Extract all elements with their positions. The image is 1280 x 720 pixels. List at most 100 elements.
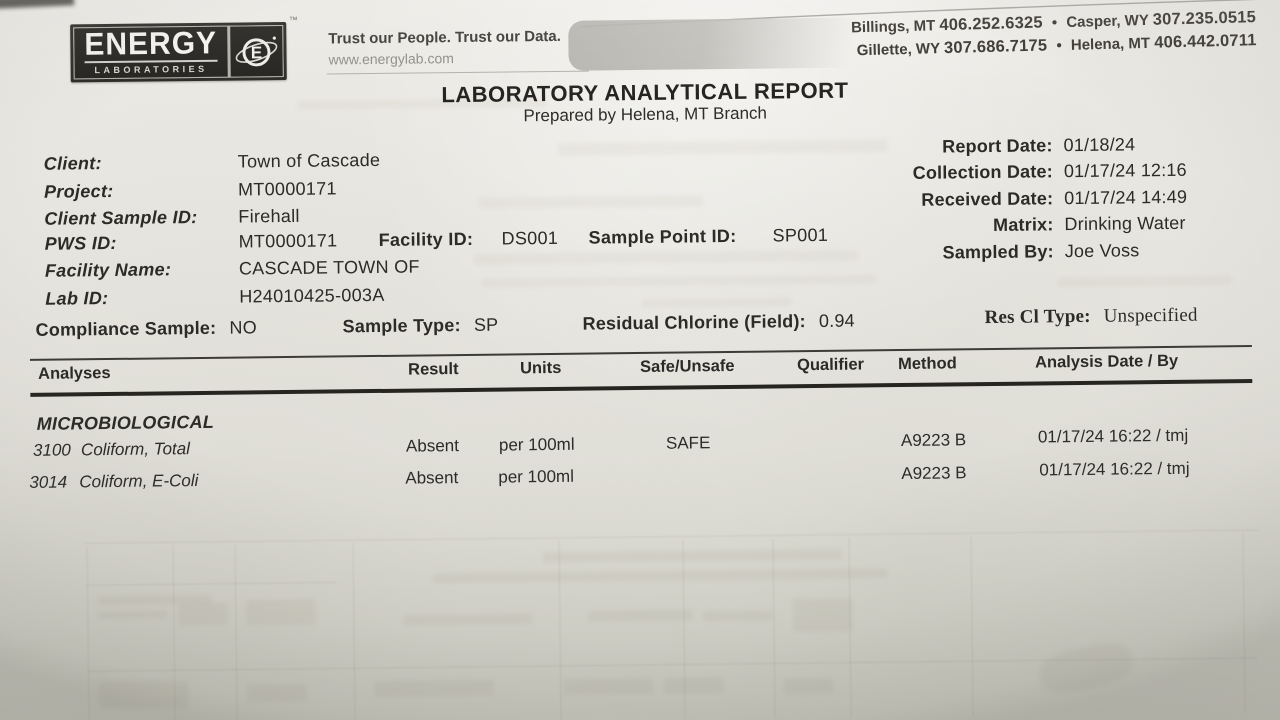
info-row-lab-id: Lab ID: H24010425-003A xyxy=(45,285,385,311)
ghost-mark xyxy=(246,683,307,703)
column-header-analysis-date-by: Analysis Date / By xyxy=(1034,351,1179,372)
office-phone: 307.235.0515 xyxy=(1152,8,1257,29)
safe-unsafe-value: SAFE xyxy=(665,433,711,453)
info-value: DS001 xyxy=(501,227,559,249)
bullet-separator: • xyxy=(1051,14,1058,32)
res-cl-type-field: Res Cl Type: Unspecified xyxy=(984,305,1197,329)
analysis-name: Coliform, E-Coli xyxy=(79,471,199,492)
ghost-table-line xyxy=(86,581,337,586)
units-value: per 100ml xyxy=(498,466,575,487)
info-label: Sample Point ID: xyxy=(588,225,737,248)
ghost-table-line xyxy=(772,538,777,719)
ghost-mark xyxy=(587,609,693,622)
column-header-safe-unsafe: Safe/Unsafe xyxy=(639,356,735,376)
info-label: Received Date: xyxy=(921,188,1054,210)
info-value: Joe Voss xyxy=(1064,239,1140,261)
info-value: 0.94 xyxy=(818,310,855,331)
info-value: Unspecified xyxy=(1103,304,1198,327)
info-value: Drinking Water xyxy=(1064,212,1186,235)
ghost-table-line xyxy=(84,528,1259,545)
ghost-handwriting xyxy=(1035,637,1137,699)
column-header-analyses: Analyses xyxy=(38,364,111,383)
ghost-mark xyxy=(98,680,189,710)
header-gray-band xyxy=(568,17,874,71)
info-value: Town of Cascade xyxy=(237,149,381,172)
ghost-mark xyxy=(702,610,773,622)
header-underline xyxy=(326,70,589,75)
sample-type-field: Sample Type: SP xyxy=(342,315,498,338)
info-label: Client: xyxy=(43,153,102,174)
column-header-method: Method xyxy=(897,354,957,374)
ghost-mark xyxy=(1057,275,1233,288)
info-row-facility-name: Facility Name: CASCADE TOWN OF xyxy=(44,256,420,282)
ghost-table-line xyxy=(970,536,975,717)
info-label: Residual Chlorine (Field): xyxy=(582,311,806,334)
ghost-mark xyxy=(478,195,704,209)
logo-secondary-text: LABORATORIES xyxy=(84,59,218,76)
ghost-table-line xyxy=(86,546,91,720)
company-tagline: Trust our People. Trust our Data. xyxy=(328,27,561,48)
method-value: A9223 B xyxy=(901,463,967,484)
info-row-sampled-by: Sampled By: Joe Voss xyxy=(757,239,1229,271)
info-row-client-sample-id: Client Sample ID: Firehall xyxy=(44,206,300,231)
info-label: Res Cl Type: xyxy=(984,305,1091,329)
trademark-symbol: ™ xyxy=(288,14,298,25)
info-label: Client Sample ID: xyxy=(44,207,198,229)
office-phone-list: Billings, MT 406.252.6325 • Casper, WY 3… xyxy=(851,6,1257,62)
info-row-pws-id: PWS ID: MT0000171 Facility ID: DS001 Sam… xyxy=(44,225,829,256)
ghost-mark xyxy=(783,677,834,695)
table-header-rule xyxy=(30,379,1253,397)
info-value: SP xyxy=(473,314,499,335)
info-label: Facility Name: xyxy=(44,259,172,281)
logo-frame: ENERGY LABORATORIES E xyxy=(73,25,284,80)
ghost-table-line xyxy=(558,540,563,720)
ghost-mark xyxy=(177,602,228,626)
analysis-code: 3100 xyxy=(32,440,71,460)
office-city: Casper, WY xyxy=(1066,11,1149,31)
info-value: 01/18/24 xyxy=(1063,134,1136,156)
info-value: 01/17/24 12:16 xyxy=(1063,160,1187,182)
method-value: A9223 B xyxy=(900,430,967,451)
office-city: Helena, MT xyxy=(1070,34,1151,54)
info-row-project: Project: MT0000171 xyxy=(43,178,337,204)
ghost-mark xyxy=(373,679,494,698)
ghost-table-line xyxy=(352,543,357,720)
column-header-result: Result xyxy=(407,360,459,379)
analysis-code: 3014 xyxy=(29,472,68,492)
ghost-mark xyxy=(563,677,654,695)
info-label: Matrix: xyxy=(992,214,1054,236)
info-value: CASCADE TOWN OF xyxy=(238,256,420,279)
office-phone: 307.686.7175 xyxy=(943,36,1048,58)
company-website: www.energylab.com xyxy=(328,50,454,68)
info-value: MT0000171 xyxy=(237,178,337,200)
info-value: H24010425-003A xyxy=(239,284,385,307)
result-value: Absent xyxy=(405,436,460,456)
compliance-sample-field: Compliance Sample: NO xyxy=(36,317,257,341)
ghost-table-line xyxy=(234,544,239,720)
column-header-qualifier: Qualifier xyxy=(796,355,865,375)
info-label: PWS ID: xyxy=(44,232,117,254)
info-label: Sample Type: xyxy=(342,315,461,337)
ghost-mark xyxy=(641,297,792,308)
ghost-table-line xyxy=(1242,533,1247,714)
info-label: Project: xyxy=(43,180,114,202)
ghost-mark xyxy=(481,274,877,288)
info-label: Sampled By: xyxy=(942,240,1054,263)
units-value: per 100ml xyxy=(498,434,575,455)
ghost-mark xyxy=(402,613,533,626)
office-phone: 406.442.0711 xyxy=(1153,31,1257,52)
result-value: Absent xyxy=(405,468,459,488)
logo-emblem-letter: E xyxy=(250,43,262,62)
info-value: 01/17/24 14:49 xyxy=(1064,186,1188,208)
office-phone: 406.252.6325 xyxy=(939,13,1043,35)
ghost-mark xyxy=(432,568,888,584)
orbit-e-icon: E xyxy=(235,36,278,67)
energy-laboratories-logo: ENERGY LABORATORIES E ™ xyxy=(70,15,298,83)
bullet-separator: • xyxy=(1056,37,1062,55)
info-label: Compliance Sample: xyxy=(35,317,217,340)
office-city: Gillette, WY xyxy=(856,40,940,60)
section-heading-microbiological: MICROBIOLOGICAL xyxy=(36,411,215,434)
ghost-mark xyxy=(542,548,843,564)
info-value: MT0000171 xyxy=(238,230,338,252)
